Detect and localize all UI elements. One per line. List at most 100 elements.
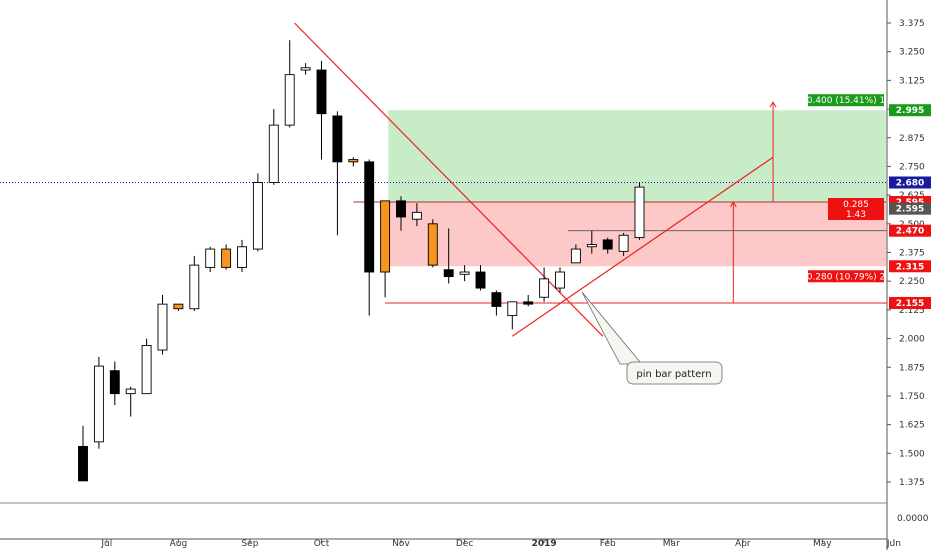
candle-body bbox=[427, 223, 438, 266]
candle bbox=[459, 265, 470, 282]
candle bbox=[491, 290, 502, 316]
candle bbox=[173, 303, 184, 312]
y-tick-label: 2.000 bbox=[899, 335, 925, 345]
x-tick-label: Jul bbox=[100, 539, 112, 549]
price-tag-0: 2.995 bbox=[889, 104, 931, 117]
price-tag-3-label: 2.470 bbox=[896, 227, 924, 237]
y-tick-label: 2.125 bbox=[899, 306, 925, 316]
x-tick-label: Jun bbox=[886, 539, 901, 549]
candle bbox=[141, 338, 152, 395]
candle-body bbox=[237, 246, 247, 268]
candle-body bbox=[78, 445, 88, 482]
candle-body bbox=[109, 370, 120, 395]
candle-body bbox=[300, 67, 311, 71]
ratio-label-1: 0.285 bbox=[843, 200, 869, 210]
callout-box bbox=[626, 361, 723, 385]
candle bbox=[427, 219, 438, 268]
current-price-tag-bg bbox=[889, 176, 931, 189]
profit-label: 0.400 (15.41%) 1 bbox=[807, 96, 886, 106]
candle bbox=[332, 111, 343, 236]
time-axis[interactable]: Jul Aug Sep Oct Nov Dec 2019 Feb Mar Apr May Jun bbox=[0, 538, 901, 549]
candle bbox=[252, 173, 263, 252]
candle bbox=[396, 196, 406, 231]
candle-body bbox=[205, 248, 216, 268]
y-tick-label: 3.125 bbox=[899, 76, 925, 86]
price-tag-3: 2.470 bbox=[889, 224, 931, 237]
candle bbox=[316, 60, 327, 160]
x-tick-label: Sep bbox=[241, 539, 258, 549]
entry-arrow-head bbox=[729, 201, 737, 208]
candlesticks bbox=[78, 40, 645, 482]
target-arrow-head bbox=[769, 101, 777, 108]
candle bbox=[237, 239, 247, 273]
candle-body bbox=[459, 271, 470, 275]
y-tick-label: 3.375 bbox=[899, 19, 925, 29]
candle bbox=[539, 267, 550, 302]
candle-body bbox=[284, 74, 295, 126]
price-tag-2-label: 2.595 bbox=[896, 205, 924, 215]
candle-body bbox=[475, 271, 486, 289]
candle-body bbox=[411, 211, 422, 220]
candle-body bbox=[586, 244, 597, 248]
candle-body bbox=[618, 234, 629, 252]
y-tick-label: 1.875 bbox=[899, 363, 925, 373]
candle-body bbox=[364, 161, 375, 273]
candle bbox=[364, 159, 375, 316]
candle bbox=[205, 246, 216, 273]
price-tag-5-bg bbox=[889, 296, 931, 309]
candle-body bbox=[380, 200, 391, 273]
candle bbox=[93, 356, 104, 449]
ratio-label-2: 1.43 bbox=[846, 210, 866, 220]
candle-body bbox=[523, 301, 534, 305]
candle bbox=[507, 301, 518, 330]
price-tag-4-bg bbox=[889, 260, 931, 273]
x-tick-label: Apr bbox=[735, 539, 751, 549]
loss-label: 0.280 (10.79%) 2 bbox=[807, 272, 886, 282]
candle-body bbox=[507, 301, 518, 317]
drawing-lines bbox=[0, 22, 887, 337]
candle-body bbox=[157, 303, 168, 351]
y-tick-label: 1.750 bbox=[899, 392, 925, 402]
price-tag-4: 2.315 bbox=[889, 260, 931, 273]
candle bbox=[570, 244, 581, 264]
x-tick-label: 2019 bbox=[532, 539, 557, 549]
x-tick-label: Dec bbox=[456, 539, 473, 549]
candle-body bbox=[348, 159, 359, 163]
price-tag-5-label: 2.155 bbox=[896, 299, 924, 309]
pin-bar-callout: pin bar pattern bbox=[581, 291, 723, 385]
candle-body bbox=[221, 248, 232, 268]
candle bbox=[555, 267, 565, 293]
candle bbox=[221, 244, 232, 270]
candle bbox=[586, 230, 597, 254]
candle bbox=[411, 203, 422, 227]
candle-body bbox=[268, 124, 279, 183]
x-tick-label: May bbox=[813, 539, 832, 549]
ascending-trendline bbox=[511, 156, 774, 337]
candle bbox=[602, 237, 613, 254]
loss-label-box: 0.280 (10.79%) 2 bbox=[807, 270, 886, 283]
price-tag-0-label: 2.995 bbox=[896, 106, 924, 116]
y-tick-label: 2.875 bbox=[899, 134, 925, 144]
candle-body bbox=[634, 186, 645, 239]
candle bbox=[300, 63, 311, 75]
candle-body bbox=[539, 278, 550, 298]
candle-body bbox=[396, 200, 406, 218]
candle-body bbox=[602, 239, 613, 250]
candle bbox=[380, 200, 391, 298]
candle bbox=[157, 294, 168, 355]
candle-body bbox=[252, 182, 263, 250]
profit-label-box: 0.400 (15.41%) 1 bbox=[807, 94, 886, 107]
candle bbox=[634, 182, 645, 240]
candle-body bbox=[173, 303, 184, 310]
candle bbox=[78, 425, 88, 482]
candle-body bbox=[555, 271, 565, 289]
y-tick-label: 2.375 bbox=[899, 249, 925, 259]
candle-body bbox=[316, 69, 327, 115]
candle bbox=[284, 40, 295, 128]
candle-body bbox=[125, 388, 136, 395]
y-tick-label: 1.625 bbox=[899, 421, 925, 431]
y-tick-label: 3.250 bbox=[899, 48, 925, 58]
y-tick-label: 1.375 bbox=[899, 478, 925, 488]
